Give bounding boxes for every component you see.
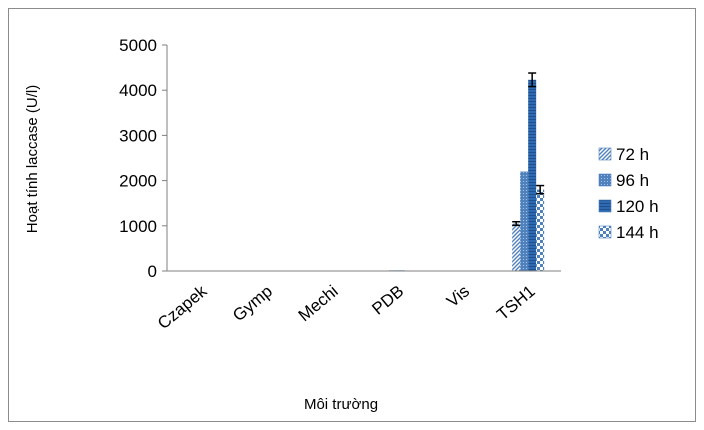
x-axis-ticks: Czapek Gymp Mechi PDB Vis TSH1 xyxy=(154,281,539,333)
bars-group xyxy=(323,79,545,271)
laccase-bar-chart: Hoạt tính laccase (U/l) Môi trường 0 1000… xyxy=(24,36,659,413)
bar-120h-tsh1 xyxy=(528,79,537,271)
legend-label: 120 h xyxy=(616,197,659,216)
y-tick-label: 0 xyxy=(148,262,157,281)
legend-swatch xyxy=(598,147,612,161)
x-tick-label: Vis xyxy=(443,282,473,312)
legend-swatch xyxy=(598,173,612,187)
y-tick-label: 5000 xyxy=(119,36,157,55)
legend-item: 120 h xyxy=(598,197,659,216)
axes xyxy=(166,45,561,272)
legend-swatch xyxy=(598,199,612,213)
error-bar xyxy=(536,184,545,195)
y-tick-label: 1000 xyxy=(119,217,157,236)
bar-96h-tsh1 xyxy=(520,171,529,271)
y-tick-label: 4000 xyxy=(119,81,157,100)
bar-72h-tsh1 xyxy=(512,223,521,271)
legend-label: 96 h xyxy=(616,171,649,190)
x-tick-label: Mechi xyxy=(295,282,342,326)
error-bars-group xyxy=(512,72,545,227)
legend-item: 144 h xyxy=(598,223,659,242)
x-tick-label: TSH1 xyxy=(493,282,539,324)
y-axis-ticks: 0 1000 2000 3000 4000 5000 xyxy=(119,36,167,281)
chart-frame: Hoạt tính laccase (U/l) Môi trường 0 1000… xyxy=(8,8,696,422)
legend-item: 96 h xyxy=(598,171,649,190)
legend-item: 72 h xyxy=(598,145,649,164)
x-tick-label: Czapek xyxy=(154,281,211,333)
x-tick-label: PDB xyxy=(368,282,407,319)
x-axis-label: Môi trường xyxy=(304,396,378,413)
x-tick-label: Gymp xyxy=(229,282,276,326)
error-bar xyxy=(512,220,521,227)
y-tick-label: 2000 xyxy=(119,172,157,191)
legend-swatch xyxy=(598,225,612,239)
bar-144h-tsh1 xyxy=(536,189,545,271)
legend: 72 h 96 h 120 h 144 h xyxy=(598,145,659,242)
legend-label: 72 h xyxy=(616,145,649,164)
y-tick-label: 3000 xyxy=(119,126,157,145)
error-bar xyxy=(528,72,537,88)
y-axis-label: Hoạt tính laccase (U/l) xyxy=(24,85,41,233)
legend-label: 144 h xyxy=(616,223,659,242)
